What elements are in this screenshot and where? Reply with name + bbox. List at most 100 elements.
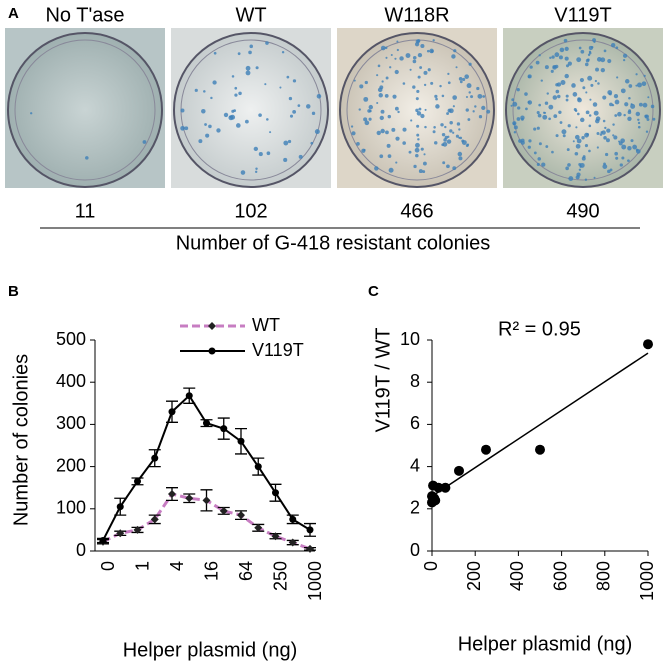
colony [253,146,259,152]
colony [596,132,600,135]
colony [377,87,383,93]
colony [283,157,288,163]
x-tick-label: 250 [270,561,290,591]
colony [468,62,472,66]
legend-label: V119T [252,340,304,360]
legend-marker [208,322,216,330]
colony [579,117,585,123]
series-line [102,394,311,541]
colony [434,94,438,98]
point [271,532,280,541]
colony [577,112,580,116]
colony [580,49,585,54]
colony [559,121,563,124]
point [643,339,653,350]
colony [306,104,311,109]
colony [446,112,450,115]
colony [474,105,477,108]
colony [441,132,446,137]
colony [558,55,563,60]
colony [363,117,368,122]
colony [551,150,554,154]
colony [527,145,531,149]
colony [240,170,246,175]
colony [468,91,471,94]
point [219,506,228,515]
colony [452,131,455,134]
colony [283,140,289,146]
colony [476,86,480,91]
colony [590,83,594,87]
colony-count: 102 [234,200,267,222]
colony [566,148,570,152]
colony-count: 11 [75,200,96,222]
colony [555,134,559,138]
colony [376,74,379,77]
colony [588,149,591,153]
point [116,529,125,538]
colony [381,80,384,83]
colony [584,62,589,67]
colony [542,114,548,120]
colony [204,123,207,126]
colony [248,50,252,55]
colony [582,155,586,159]
colony [420,113,425,119]
x-tick-label: 4 [167,561,187,571]
colony [624,102,629,107]
plate-rim [14,39,156,181]
colony [385,56,388,59]
colony [390,53,393,56]
colony [387,154,392,158]
colony [536,126,540,130]
colony [560,80,566,85]
colony [628,84,633,88]
colony [461,140,467,146]
point [430,495,441,506]
colony [420,147,424,151]
colony [457,151,463,157]
colony [597,82,600,85]
colony [637,118,640,122]
colony [389,66,392,69]
colony [351,131,356,136]
colony [650,104,655,109]
colony [510,104,513,107]
colony [266,151,271,156]
colony [289,114,294,118]
colony [544,65,549,70]
colony [316,94,322,99]
colony [647,96,650,99]
colony [606,138,610,143]
colony [249,44,253,49]
colony [617,111,622,117]
colony [614,114,618,117]
colony [524,92,528,96]
colony [441,143,445,147]
colony [466,83,472,89]
colony [511,98,515,102]
colony [604,126,607,130]
colony [637,82,642,88]
colony [544,101,549,105]
plate-label: No T'ase [45,4,124,26]
colony [591,45,594,49]
colony [417,138,420,141]
colony [600,131,603,134]
colony [216,128,221,133]
colony [620,88,626,94]
colony [414,147,420,153]
panel-label: A [8,5,19,22]
colony [559,47,565,53]
colony [465,95,469,99]
y-tick-label: 500 [56,329,86,349]
colony [486,109,491,114]
colony [374,166,379,171]
colony [592,102,598,107]
colony [446,139,452,144]
colony [453,49,457,53]
colony [435,97,438,101]
colony [422,170,426,174]
colony [600,67,606,73]
colony [361,148,366,153]
